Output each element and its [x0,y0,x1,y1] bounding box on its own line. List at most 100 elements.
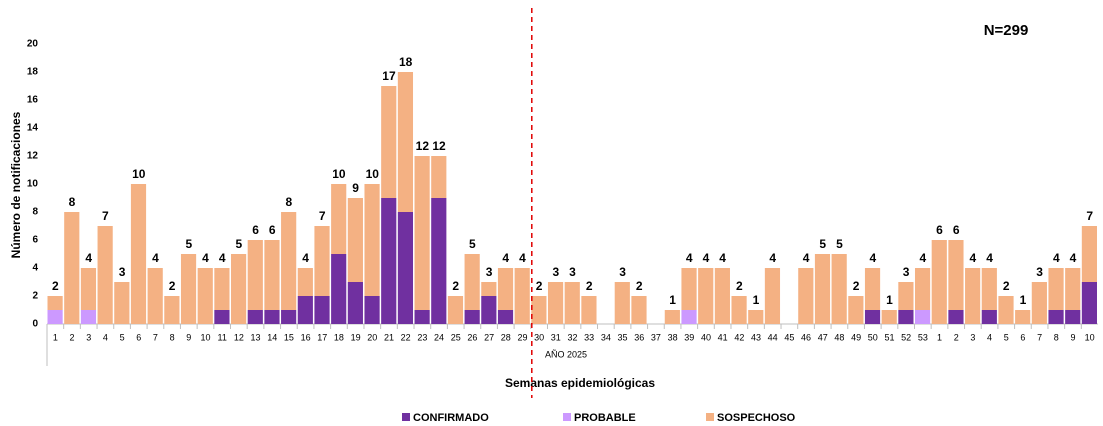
data-label: 4 [686,251,693,265]
bar-segment [97,226,113,324]
data-label: 3 [486,265,493,279]
x-tick-label: 27 [484,332,494,342]
data-label: 5 [836,237,843,251]
x-tick-label: 29 [517,332,527,342]
data-label: 4 [302,251,309,265]
data-label: 2 [1003,279,1010,293]
bar-segment [347,198,363,282]
x-tick-label: 44 [768,332,778,342]
x-tick-label: 20 [367,332,377,342]
bar-segment [547,282,564,324]
x-tick-label: 32 [567,332,577,342]
bar-segment [965,268,981,324]
bar-segment [981,268,997,310]
bar-segment [80,310,97,324]
data-label: 4 [769,251,776,265]
data-label: 4 [519,251,526,265]
data-label: 8 [286,195,293,209]
x-tick-label: 6 [1020,332,1025,342]
data-label: 7 [102,209,109,223]
data-label: 1 [1020,293,1027,307]
bar-segment [80,268,97,310]
bar-segment [998,296,1014,324]
data-label: 2 [536,279,543,293]
x-tick-label: 36 [634,332,644,342]
data-label: 10 [132,167,146,181]
x-tick-label: 45 [784,332,794,342]
x-tick-label: 19 [351,332,361,342]
bar-segment [247,240,263,310]
x-tick-label: 1 [937,332,942,342]
annotation: N=299 [984,22,1029,39]
bar-segment [714,268,730,324]
x-tick-label: 52 [901,332,911,342]
data-label: 1 [753,293,760,307]
bar-segment [814,254,831,324]
bar-segment [297,268,313,296]
data-label: 4 [219,251,226,265]
bar-segment [381,86,397,198]
x-tick-label: 8 [1054,332,1059,342]
data-label: 1 [886,293,893,307]
bar-segment [231,254,247,324]
bar-segment [864,268,881,310]
legend-swatch [563,413,571,421]
legend-label: SOSPECHOSO [717,412,796,424]
x-tick-label: 41 [718,332,728,342]
x-tick-label: 16 [301,332,311,342]
x-tick-label: 8 [170,332,175,342]
bar-segment [931,240,947,324]
x-tick-label: 33 [584,332,594,342]
y-tick-label: 6 [32,235,38,246]
x-annotation: AÑO 2025 [545,349,587,359]
data-label: 2 [586,279,593,293]
x-tick-label: 43 [751,332,761,342]
bar-segment [314,226,330,296]
y-tick-label: 8 [32,207,38,218]
data-label: 1 [669,293,676,307]
x-tick-label: 30 [534,332,544,342]
bar-segment [464,310,480,324]
bar-segment [1015,310,1031,324]
legend-swatch [402,413,410,421]
x-tick-label: 49 [851,332,861,342]
bar-segment [431,156,447,198]
bar-segment [314,296,330,324]
data-label: 4 [703,251,710,265]
x-tick-label: 38 [668,332,678,342]
x-tick-label: 4 [103,332,108,342]
data-label: 2 [636,279,643,293]
bar-segment [664,310,680,324]
bar-segment [264,240,280,310]
x-tick-label: 47 [818,332,828,342]
bar-segment [497,310,514,324]
bar-segment [481,296,497,324]
data-label: 2 [736,279,743,293]
data-label: 7 [319,209,326,223]
x-tick-label: 13 [251,332,261,342]
x-tick-label: 9 [1070,332,1075,342]
x-tick-label: 1 [53,332,58,342]
bar-segment [447,296,464,324]
data-label: 9 [352,181,359,195]
bar-segment [464,254,480,310]
bar-segment [497,268,514,310]
bar-segment [47,296,63,310]
data-label: 5 [185,237,192,251]
x-axis-title: Semanas epidemiológicas [505,376,655,390]
x-tick-label: 4 [987,332,992,342]
bar-segment [281,310,297,324]
y-tick-label: 10 [27,179,39,190]
x-tick-label: 42 [734,332,744,342]
y-tick-label: 20 [27,39,39,50]
bar-segment [347,282,363,324]
bar-segment [764,268,781,324]
bar-segment [581,296,597,324]
legend-swatch [706,413,714,421]
data-label: 2 [853,279,860,293]
x-tick-label: 5 [1004,332,1009,342]
legend-label: CONFIRMADO [413,412,489,424]
data-label: 3 [619,265,626,279]
y-tick-label: 16 [27,95,39,106]
data-label: 5 [236,237,243,251]
